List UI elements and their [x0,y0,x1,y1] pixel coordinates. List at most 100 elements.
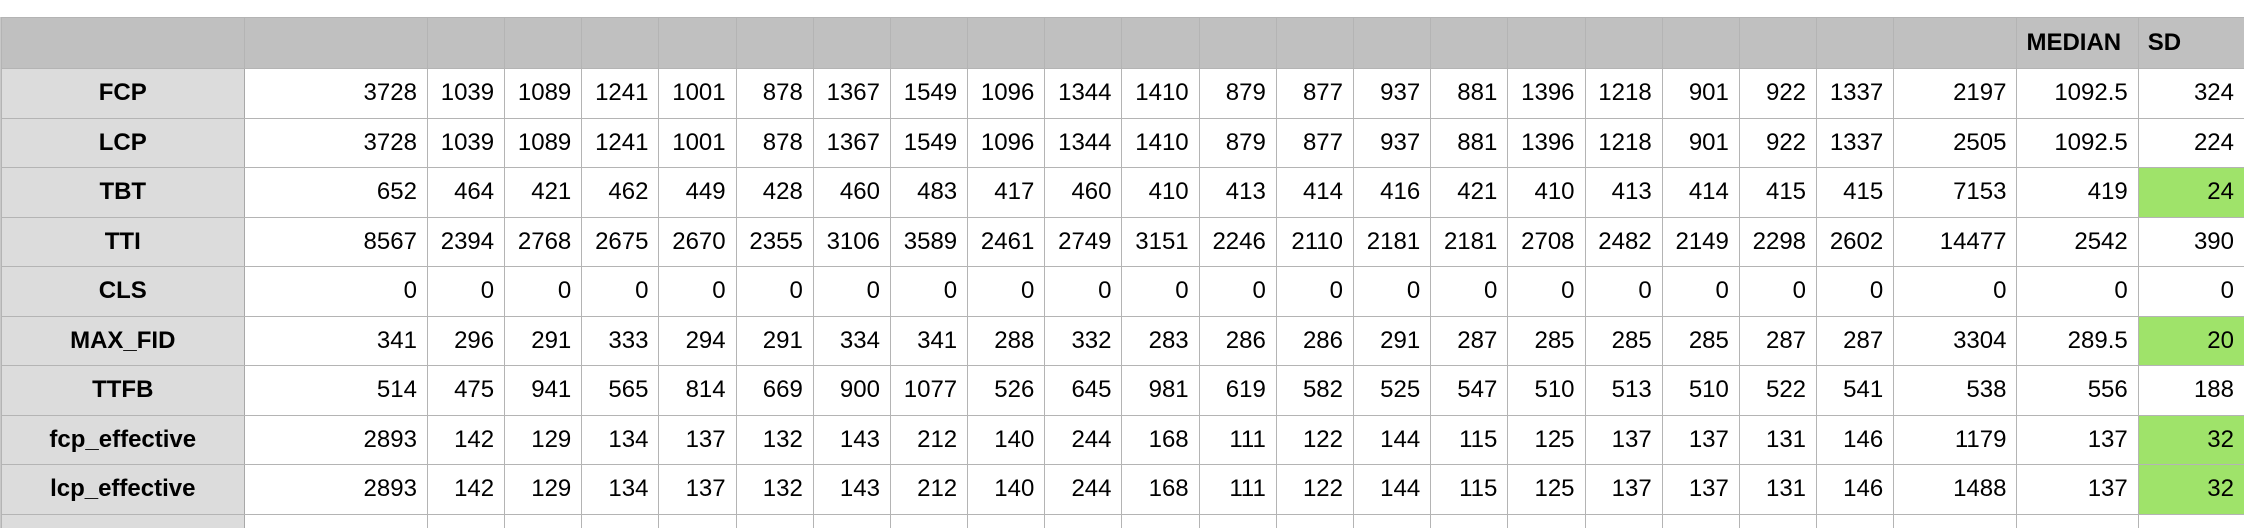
value-cell[interactable]: 291 [1352,315,1432,366]
value-cell[interactable]: 334 [812,315,891,366]
sd-cell[interactable]: 324 [2137,68,2244,119]
empty-cell[interactable] [967,513,1046,528]
value-cell[interactable]: 1337 [1816,117,1895,168]
value-cell[interactable]: 416 [1352,167,1432,218]
value-cell[interactable]: 414 [1661,167,1740,218]
row-label-cell[interactable]: TTI [1,216,245,267]
value-cell[interactable]: 3106 [812,216,891,267]
value-cell[interactable]: 168 [1121,464,1200,515]
sd-cell[interactable]: 188 [2137,365,2244,416]
value-cell[interactable]: 287 [1816,315,1895,366]
median-cell[interactable]: 1092.5 [2016,117,2139,168]
empty-cell[interactable] [2016,513,2139,528]
value-cell[interactable]: 483 [889,167,969,218]
value-cell[interactable]: 417 [967,167,1046,218]
value-cell[interactable]: 286 [1198,315,1277,366]
value-cell[interactable]: 415 [1816,167,1895,218]
column-header-cell[interactable] [1507,17,1586,69]
value-cell[interactable]: 0 [735,266,814,317]
empty-cell[interactable] [1198,513,1277,528]
value-cell[interactable]: 115 [1430,464,1509,515]
column-header-cell[interactable] [967,17,1046,69]
value-cell[interactable]: 1096 [967,117,1046,168]
corner-cell[interactable] [1,17,245,69]
value-cell[interactable]: 137 [1584,464,1663,515]
value-cell[interactable]: 462 [581,167,660,218]
value-cell[interactable]: 168 [1121,414,1200,465]
sd-cell[interactable]: 20 [2137,315,2244,366]
value-cell[interactable]: 421 [504,167,583,218]
value-cell[interactable]: 0 [243,266,428,317]
value-cell[interactable]: 2394 [426,216,506,267]
value-cell[interactable]: 522 [1738,365,1818,416]
value-cell[interactable]: 3728 [243,68,428,119]
value-cell[interactable]: 413 [1584,167,1663,218]
value-cell[interactable]: 3728 [243,117,428,168]
value-cell[interactable]: 645 [1044,365,1123,416]
empty-cell[interactable] [426,513,506,528]
median-cell[interactable]: 556 [2016,365,2139,416]
sd-cell[interactable]: 32 [2137,464,2244,515]
column-header-cell[interactable] [1430,17,1509,69]
value-cell[interactable]: 125 [1507,414,1586,465]
value-cell[interactable]: 137 [658,464,737,515]
empty-cell[interactable] [581,513,660,528]
value-cell[interactable]: 1367 [812,117,891,168]
value-cell[interactable]: 0 [1198,266,1277,317]
value-cell[interactable]: 144 [1352,464,1432,515]
empty-cell[interactable] [1121,513,1200,528]
value-cell[interactable]: 922 [1738,117,1818,168]
value-cell[interactable]: 7153 [1893,167,2018,218]
value-cell[interactable]: 1549 [889,68,969,119]
median-cell[interactable]: 289.5 [2016,315,2139,366]
value-cell[interactable]: 146 [1816,464,1895,515]
value-cell[interactable]: 0 [504,266,583,317]
value-cell[interactable]: 341 [889,315,969,366]
column-header-cell[interactable] [1044,17,1123,69]
value-cell[interactable]: 146 [1816,414,1895,465]
value-cell[interactable]: 0 [1044,266,1123,317]
empty-cell[interactable] [889,513,969,528]
value-cell[interactable]: 1039 [426,68,506,119]
value-cell[interactable]: 0 [1816,266,1895,317]
value-cell[interactable]: 413 [1198,167,1277,218]
value-cell[interactable]: 244 [1044,414,1123,465]
value-cell[interactable]: 134 [581,414,660,465]
value-cell[interactable]: 296 [426,315,506,366]
value-cell[interactable]: 134 [581,464,660,515]
value-cell[interactable]: 1218 [1584,117,1663,168]
value-cell[interactable]: 2197 [1893,68,2018,119]
value-cell[interactable]: 2768 [504,216,583,267]
value-cell[interactable]: 2246 [1198,216,1277,267]
value-cell[interactable]: 1077 [889,365,969,416]
value-cell[interactable]: 877 [1275,117,1355,168]
empty-cell[interactable] [812,513,891,528]
empty-cell[interactable] [504,513,583,528]
value-cell[interactable]: 1039 [426,117,506,168]
value-cell[interactable]: 0 [1507,266,1586,317]
value-cell[interactable]: 901 [1661,117,1740,168]
value-cell[interactable]: 514 [243,365,428,416]
column-header-cell[interactable] [658,17,737,69]
value-cell[interactable]: 1089 [504,117,583,168]
value-cell[interactable]: 937 [1352,68,1432,119]
row-label-cell[interactable]: MAX_FID [1,315,245,366]
value-cell[interactable]: 283 [1121,315,1200,366]
sd-cell[interactable]: 0 [2137,266,2244,317]
value-cell[interactable]: 2181 [1430,216,1509,267]
value-cell[interactable]: 0 [1275,266,1355,317]
column-header-cell[interactable] [243,17,428,69]
empty-cell[interactable] [1275,513,1355,528]
value-cell[interactable]: 1241 [581,117,660,168]
empty-cell[interactable] [1893,513,2018,528]
empty-cell[interactable] [1044,513,1123,528]
value-cell[interactable]: 1367 [812,68,891,119]
median-cell[interactable]: 137 [2016,414,2139,465]
value-cell[interactable]: 879 [1198,68,1277,119]
column-header-cell[interactable] [735,17,814,69]
value-cell[interactable]: 291 [735,315,814,366]
value-cell[interactable]: 619 [1198,365,1277,416]
value-cell[interactable]: 332 [1044,315,1123,366]
column-header-cell[interactable] [1121,17,1200,69]
value-cell[interactable]: 1410 [1121,68,1200,119]
